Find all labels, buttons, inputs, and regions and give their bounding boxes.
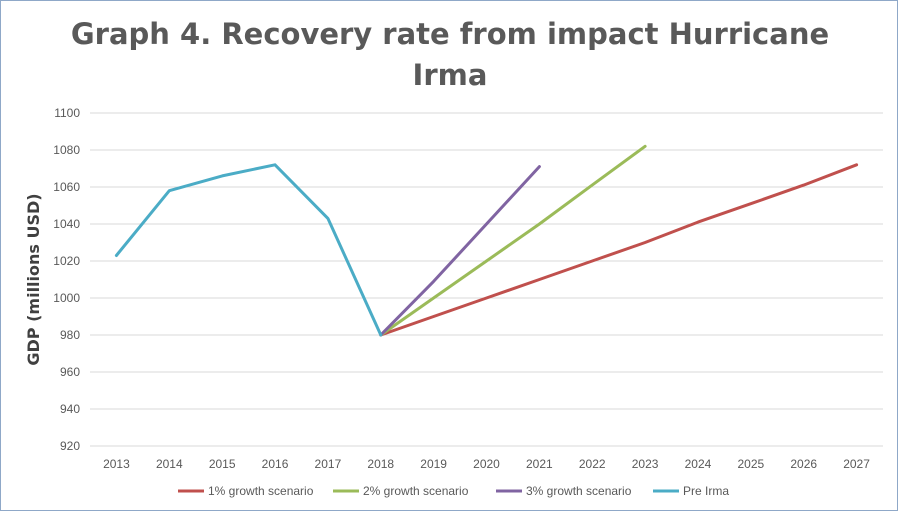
x-tick-label: 2016: [262, 457, 289, 471]
x-tick-label: 2014: [156, 457, 183, 471]
x-tick-label: 2019: [420, 457, 447, 471]
x-tick-label: 2015: [209, 457, 236, 471]
y-tick-label: 980: [60, 328, 80, 342]
legend-label: 1% growth scenario: [208, 484, 314, 498]
y-tick-label: 1040: [53, 217, 80, 231]
legend: 1% growth scenario 2% growth scenario 3% g…: [178, 484, 729, 498]
series-lines: [114, 144, 859, 337]
x-tick-label: 2023: [632, 457, 659, 471]
y-tick-label: 920: [60, 439, 80, 453]
legend-label: Pre Irma: [683, 484, 729, 498]
x-axis-ticks: 2013 2014 2015 2016 2017 2018 2019 2020 2021 2022…: [103, 457, 870, 471]
series-line: [379, 165, 541, 337]
y-tick-label: 1060: [53, 180, 80, 194]
y-axis-label: GDP (millions USD): [24, 193, 43, 365]
x-tick-label: 2021: [526, 457, 553, 471]
series-line: [379, 163, 859, 337]
x-tick-label: 2017: [315, 457, 342, 471]
legend-item: 2% growth scenario: [333, 484, 469, 498]
legend-item: 3% growth scenario: [496, 484, 632, 498]
x-tick-label: 2013: [103, 457, 130, 471]
legend-item: Pre Irma: [653, 484, 729, 498]
x-tick-label: 2027: [843, 457, 870, 471]
y-tick-label: 1020: [53, 254, 80, 268]
y-tick-label: 1000: [53, 291, 80, 305]
gridlines: [90, 112, 883, 447]
legend-label: 3% growth scenario: [526, 484, 632, 498]
x-tick-label: 2018: [367, 457, 394, 471]
legend-item: 1% growth scenario: [178, 484, 314, 498]
y-tick-label: 1100: [54, 106, 80, 120]
series-line: [114, 163, 383, 337]
x-tick-label: 2026: [790, 457, 817, 471]
x-tick-label: 2024: [685, 457, 712, 471]
y-tick-label: 940: [60, 402, 80, 416]
x-tick-label: 2022: [579, 457, 606, 471]
chart-title: Graph 4. Recovery rate from impact Hurri…: [70, 17, 830, 92]
x-tick-label: 2020: [473, 457, 500, 471]
y-tick-label: 960: [60, 365, 80, 379]
series-line: [379, 144, 647, 337]
x-tick-label: 2025: [737, 457, 764, 471]
y-tick-label: 1080: [53, 143, 80, 157]
legend-label: 2% growth scenario: [363, 484, 469, 498]
y-axis-ticks: 920 940 960 980 1000 1020 1040 1060 1080 1100: [53, 106, 80, 453]
